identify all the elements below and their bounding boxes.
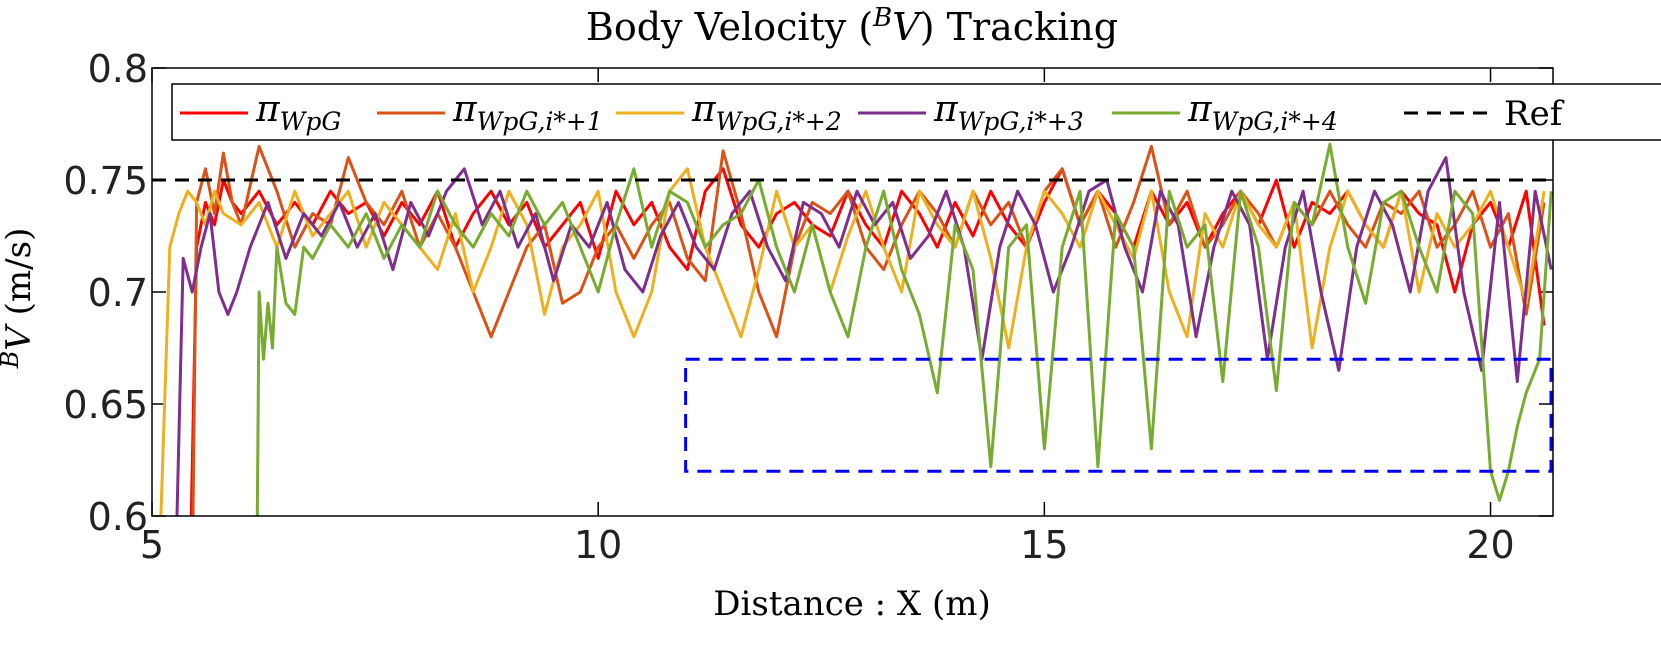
plot-area <box>152 142 1553 516</box>
legend-label-5: πWpG,i*+4 <box>1187 89 1338 136</box>
legend-label-4: πWpG,i*+3 <box>933 89 1084 136</box>
y-tick-label: 0.8 <box>88 47 148 91</box>
series-line-4 <box>175 156 1553 516</box>
x-tick-label: 20 <box>1466 523 1514 567</box>
legend-label-2: πWpG,i*+1 <box>452 89 603 136</box>
chart-title: Body Velocity (BV) Tracking <box>586 3 1118 49</box>
legend-items: πWpG πWpG,i*+1 πWpG,i*+2 πWpG,i*+3 πWpG,i*+4… <box>180 89 1565 136</box>
x-tick-label: 10 <box>574 523 622 567</box>
legend: πWpG πWpG,i*+1 πWpG,i*+2 πWpG,i*+3 πWpG,i*+4… <box>171 83 1661 141</box>
y-tick-label: 0.7 <box>88 271 148 315</box>
series-line-1 <box>189 167 1546 516</box>
x-axis-label: Distance : X (m) <box>713 584 990 624</box>
x-tick-label: 15 <box>1020 523 1068 567</box>
legend-label-ref: Ref <box>1504 94 1565 134</box>
x-tick-label: 5 <box>140 523 164 567</box>
axes-border <box>151 67 1554 517</box>
axes-frame <box>151 67 1554 517</box>
tick-layer: 0.6 0.65 0.7 0.75 0.8 5 10 15 20 <box>63 47 1553 567</box>
y-tick-label: 0.75 <box>63 159 148 203</box>
highlight-box <box>684 357 1553 473</box>
legend-label-3: πWpG,i*+2 <box>691 89 842 136</box>
y-axis-label: BV (m/s) <box>0 228 39 370</box>
y-tick-label: 0.6 <box>88 495 148 539</box>
y-tick-label: 0.65 <box>63 383 148 427</box>
series-line-5 <box>255 142 1553 516</box>
legend-label-1: πWpG <box>255 89 341 136</box>
